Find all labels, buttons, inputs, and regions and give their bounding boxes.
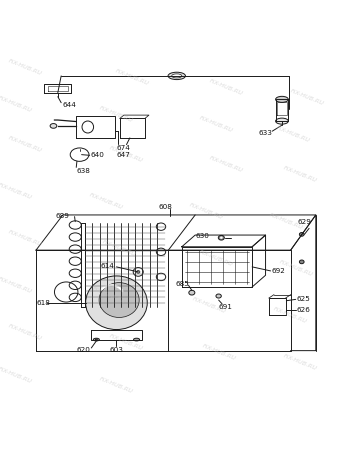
Text: FIX-HUB.RU: FIX-HUB.RU (209, 79, 244, 97)
Text: 674: 674 (117, 145, 130, 151)
Text: 603: 603 (110, 346, 124, 353)
Text: FIX-HUB.RU: FIX-HUB.RU (8, 58, 43, 76)
Ellipse shape (220, 237, 222, 239)
Text: FIX-HUB.RU: FIX-HUB.RU (108, 146, 143, 164)
Text: FIX-HUB.RU: FIX-HUB.RU (115, 68, 150, 87)
Text: FIX-HUB.RU: FIX-HUB.RU (209, 156, 244, 174)
Text: FIX-HUB.RU: FIX-HUB.RU (8, 135, 43, 153)
Text: 644: 644 (63, 102, 76, 108)
Text: FIX-HUB.RU: FIX-HUB.RU (272, 306, 308, 324)
Text: FIX-HUB.RU: FIX-HUB.RU (98, 377, 133, 395)
Ellipse shape (168, 72, 186, 80)
Text: FIX-HUB.RU: FIX-HUB.RU (282, 353, 317, 371)
Ellipse shape (189, 290, 195, 295)
Text: FIX-HUB.RU: FIX-HUB.RU (108, 333, 143, 351)
Text: 633: 633 (259, 130, 273, 136)
Text: FIX-HUB.RU: FIX-HUB.RU (192, 297, 227, 315)
Ellipse shape (275, 96, 288, 102)
Text: FIX-HUB.RU: FIX-HUB.RU (8, 323, 43, 341)
Text: FIX-HUB.RU: FIX-HUB.RU (198, 115, 234, 134)
Text: FIX-HUB.RU: FIX-HUB.RU (8, 230, 43, 248)
Text: 614: 614 (101, 263, 114, 269)
Ellipse shape (93, 338, 99, 341)
Text: FIX-HUB.RU: FIX-HUB.RU (275, 126, 311, 144)
Text: 692: 692 (272, 268, 286, 274)
Text: FIX-HUB.RU: FIX-HUB.RU (202, 343, 237, 361)
Text: 618: 618 (36, 300, 50, 306)
Ellipse shape (216, 294, 221, 298)
Text: 629: 629 (298, 219, 311, 225)
Text: 625: 625 (297, 296, 310, 302)
Ellipse shape (136, 270, 140, 273)
Ellipse shape (86, 276, 147, 329)
Ellipse shape (70, 148, 89, 162)
Text: 608: 608 (159, 203, 173, 210)
Text: 640: 640 (90, 152, 104, 158)
Text: FIX-HUB.RU: FIX-HUB.RU (282, 166, 317, 184)
Ellipse shape (50, 124, 57, 128)
Text: FIX-HUB.RU: FIX-HUB.RU (269, 212, 304, 231)
Text: FIX-HUB.RU: FIX-HUB.RU (0, 182, 33, 201)
Ellipse shape (99, 283, 139, 317)
Ellipse shape (299, 260, 304, 264)
Ellipse shape (134, 338, 140, 341)
Ellipse shape (299, 233, 304, 236)
Text: 689: 689 (55, 212, 69, 219)
Text: FIX-HUB.RU: FIX-HUB.RU (198, 249, 234, 268)
Ellipse shape (172, 74, 182, 78)
Text: FIX-HUB.RU: FIX-HUB.RU (0, 367, 33, 385)
Ellipse shape (275, 118, 288, 124)
Text: FIX-HUB.RU: FIX-HUB.RU (102, 239, 136, 257)
Text: 647: 647 (117, 152, 130, 158)
Text: 630: 630 (196, 233, 210, 238)
Text: FIX-HUB.RU: FIX-HUB.RU (98, 105, 133, 123)
Text: FIX-HUB.RU: FIX-HUB.RU (88, 193, 123, 211)
Text: FIX-HUB.RU: FIX-HUB.RU (91, 286, 127, 304)
Text: FIX-HUB.RU: FIX-HUB.RU (189, 202, 224, 220)
Text: 691: 691 (219, 304, 232, 310)
Text: 638: 638 (77, 168, 91, 174)
Text: FIX-HUB.RU: FIX-HUB.RU (0, 276, 33, 294)
Text: FIX-HUB.RU: FIX-HUB.RU (0, 95, 33, 113)
Text: 626: 626 (297, 307, 310, 314)
Ellipse shape (95, 339, 97, 340)
Text: FIX-HUB.RU: FIX-HUB.RU (279, 260, 314, 278)
Ellipse shape (218, 235, 224, 240)
Text: 685: 685 (175, 281, 189, 287)
Text: FIX-HUB.RU: FIX-HUB.RU (289, 89, 324, 107)
Ellipse shape (82, 121, 93, 133)
Text: 620: 620 (76, 346, 90, 353)
